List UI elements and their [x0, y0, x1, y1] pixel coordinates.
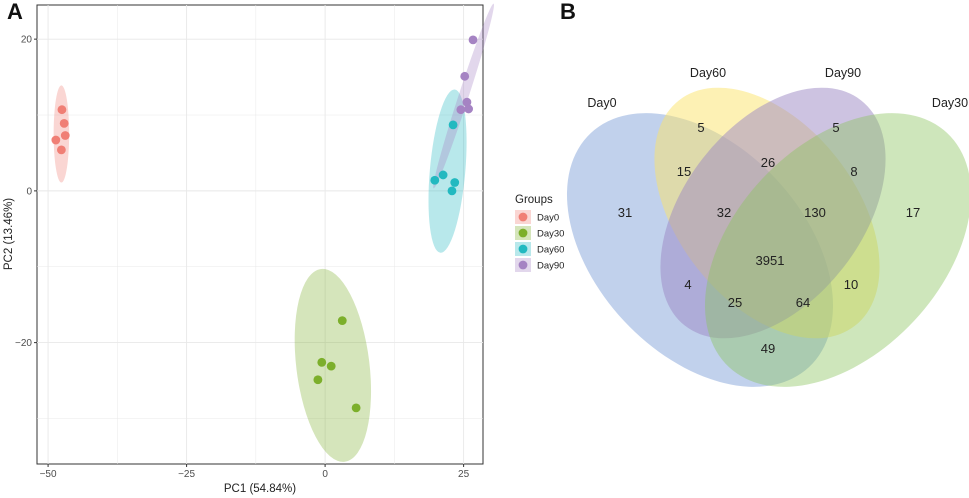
ellipse-day90	[433, 3, 494, 189]
legend-key-day30	[518, 228, 528, 238]
point-day0	[60, 131, 70, 140]
venn-set-label-day0: Day0	[587, 96, 616, 110]
x-tick-label: 0	[322, 469, 328, 480]
legend-label-day90: Day90	[537, 261, 564, 272]
point-day90	[460, 71, 470, 81]
pca-legend: Groups Day0 Day30 Day60 Day90	[515, 194, 564, 272]
point-day0	[59, 118, 69, 128]
venn-set-label-day30: Day30	[932, 96, 968, 110]
ellipse-day60	[428, 89, 467, 253]
venn-count-day0-day90-day30: 25	[728, 295, 742, 310]
point-day90	[464, 104, 473, 114]
legend-title: Groups	[515, 194, 553, 206]
pca-y-axis-title: PC2 (13.46%)	[3, 198, 15, 270]
legend-key-day60	[518, 244, 528, 254]
venn-diagram: Day0 Day60 Day90 Day30 5 5 26 15 8 31 32…	[566, 66, 969, 387]
venn-set-label-day90: Day90	[825, 66, 861, 80]
point-day30	[337, 316, 347, 326]
venn-count-all-four: 3951	[756, 253, 785, 268]
point-day30	[313, 375, 323, 385]
venn-count-day0-day90: 4	[684, 277, 691, 292]
point-day60	[447, 186, 457, 196]
venn-count-day90-day30: 8	[850, 164, 857, 179]
y-tick-label: −20	[15, 338, 32, 349]
venn-set-day30	[704, 113, 969, 387]
point-day30	[351, 403, 361, 413]
point-day0	[57, 105, 67, 115]
venn-count-day0-day60-day90: 32	[717, 205, 731, 220]
pca-panel-border	[36, 4, 484, 465]
venn-set-day90	[660, 87, 886, 339]
legend-key-day0	[518, 212, 528, 222]
venn-count-day0-day60-day30: 64	[796, 295, 810, 310]
point-day30	[326, 361, 336, 371]
point-day60	[430, 175, 440, 185]
venn-count-day90-only: 5	[832, 120, 839, 135]
venn-count-day0-day60: 15	[677, 164, 691, 179]
venn-count-day60-only: 5	[697, 120, 704, 135]
venn-count-day60-day90: 26	[761, 155, 775, 170]
point-day60	[448, 120, 458, 130]
point-day0	[51, 135, 61, 145]
legend-key-day90	[518, 260, 528, 270]
venn-count-day60-day30: 10	[844, 277, 858, 292]
x-tick-label: −50	[40, 469, 57, 480]
point-day30	[317, 357, 327, 367]
point-day60	[438, 170, 448, 180]
point-day0	[56, 145, 66, 155]
venn-count-day0-only: 31	[618, 205, 632, 220]
legend-label-day30: Day30	[537, 229, 564, 240]
y-tick-label: 20	[21, 35, 33, 46]
panel-label-b: B	[560, 0, 576, 24]
legend-label-day0: Day0	[537, 213, 559, 224]
pca-x-ticks: −50 −25 0 25	[40, 464, 470, 480]
pca-gridlines	[37, 5, 483, 464]
x-tick-label: 25	[458, 469, 470, 480]
venn-count-day30-only: 17	[906, 205, 920, 220]
venn-count-day60-day90-day30: 130	[804, 205, 826, 220]
venn-count-day0-day30: 49	[761, 341, 775, 356]
x-tick-label: −25	[178, 469, 195, 480]
point-day90	[462, 97, 472, 107]
pca-points	[51, 35, 478, 413]
legend-label-day60: Day60	[537, 245, 564, 256]
point-day60	[450, 178, 460, 187]
venn-set-label-day60: Day60	[690, 66, 726, 80]
pca-x-axis-title: PC1 (54.84%)	[224, 483, 296, 495]
pca-plot: −50 −25 0 25 −20 0 20 PC1 (54.84%) PC2 (13.46…	[3, 3, 564, 495]
pca-y-ticks: −20 0 20	[15, 35, 37, 349]
point-day90	[468, 35, 478, 45]
point-day90	[456, 105, 466, 115]
y-tick-label: 0	[26, 186, 32, 197]
panel-label-a: A	[7, 0, 23, 24]
